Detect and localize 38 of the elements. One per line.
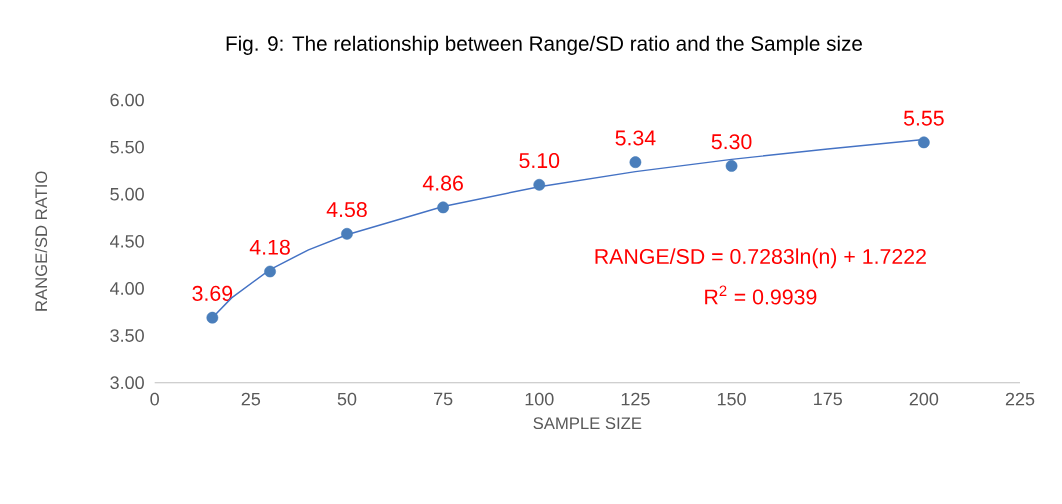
data-label: 3.69 [192,285,233,301]
x-tick-label: 100 [525,392,554,406]
chart-title: Fig. 9: The relationship between Range/SD ratio and the Sample size [226,35,862,55]
y-tick-label: 5.50 [110,140,144,154]
annotation: R$^{2}$ = 0.9939 [705,285,817,305]
point [533,178,546,191]
annotation: RANGE/SD = 0.7283ln(n) + 1.7222 [595,248,926,269]
x-tick-label: 25 [241,392,261,406]
x-tick-label: 150 [717,392,746,406]
x-tick-label: 225 [1005,392,1035,406]
y-axis-title: RANGE/SD RATIO [34,171,48,311]
x-tick-label: 0 [150,392,159,406]
y-tick-label: 6.00 [110,93,144,107]
y-tick-label: 3.00 [110,376,144,390]
point [206,311,219,324]
y-tick-label: 4.50 [110,234,144,248]
data-label: 5.10 [519,152,560,169]
y-tick-label: 3.50 [110,329,144,342]
x-tick-label: 50 [337,392,357,406]
data-label: 4.18 [249,239,290,255]
x-tick-label: 75 [434,392,453,406]
point [917,136,930,149]
x-tick-label: 125 [621,392,650,406]
data-label: 5.30 [711,134,752,150]
point [437,201,449,214]
x-tick-label: 175 [814,392,842,406]
point [341,227,353,240]
y-tick-label: 5.00 [110,187,144,201]
data-label: 5.34 [615,130,656,146]
y-tick-label: 4.00 [110,282,144,295]
x-axis-title: SAMPLE SIZE [533,417,642,430]
x-tick-label: 200 [909,392,939,406]
point [725,160,738,172]
data-label: 4.86 [422,175,463,191]
point [264,265,276,278]
data-label: 4.58 [326,201,367,218]
data-label: 5.55 [903,110,944,126]
point [629,156,642,169]
